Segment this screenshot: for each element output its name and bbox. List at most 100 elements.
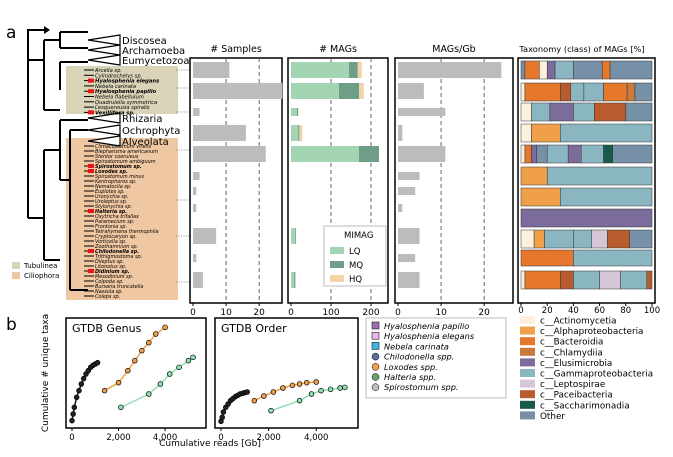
taxonomy-segment [573, 270, 600, 290]
taxonomy-legend-swatch [520, 400, 535, 409]
legend-marker [371, 373, 380, 381]
legend-marker [371, 342, 380, 350]
mags-bar-hq [357, 62, 362, 78]
data-point [289, 382, 296, 389]
ciliophora-shade [66, 138, 178, 300]
x-tick-label: 2,000 [256, 433, 280, 443]
data-point [115, 379, 122, 386]
taxonomy-segment [520, 82, 526, 102]
taxonomy-segment [591, 229, 608, 249]
data-point [139, 347, 145, 354]
magsgb-bar [398, 62, 502, 78]
taxonomy-segment [549, 102, 574, 122]
taxonomy-segment [594, 102, 627, 122]
x-tick-label: 40 [568, 306, 579, 316]
taxon-label: Oxytricha trifallax [95, 214, 139, 220]
root-arrow [27, 29, 48, 62]
data-point [132, 357, 138, 364]
data-point [185, 357, 192, 364]
legend-swatch [330, 261, 344, 268]
taxon-label: Stylonychia sp. [95, 204, 132, 210]
taxonomy-legend-label: c__Actinomycetia [540, 317, 617, 327]
data-point [176, 364, 182, 371]
mags-bar-lq [291, 146, 359, 162]
taxon-label: Chilodonella sp. [95, 249, 139, 255]
data-point [219, 414, 225, 421]
data-point [251, 397, 258, 404]
taxon-label: Euplotes sp. [95, 189, 125, 195]
taxonomy-segment [603, 82, 628, 102]
taxonomy-segment [524, 60, 540, 80]
data-point [318, 387, 324, 394]
highlight-marker [88, 110, 94, 115]
collapsed-clade-rhizaria [87, 112, 121, 124]
taxon-label: Nematoclia sp. [95, 184, 132, 190]
collapsed-clade-archamoeba [87, 44, 121, 56]
taxonomy-segment [646, 270, 653, 290]
mags-bar-mq [359, 146, 379, 162]
data-point [162, 324, 168, 331]
taxon-label: Tetrahymena thermophila [95, 229, 158, 235]
highlight-marker [88, 209, 94, 213]
samples-bar [193, 204, 197, 212]
taxonomy-legend-swatch [520, 316, 535, 324]
mags-bar-mq [349, 62, 358, 78]
legend-label: Halteria spp. [384, 372, 436, 382]
samples-bar [193, 108, 200, 116]
taxon-label: Dileptus sp. [95, 259, 124, 265]
taxonomy-legend-label: c__Gammaproteobacteria [540, 370, 653, 380]
taxonomy-segment [573, 102, 595, 122]
data-point [80, 375, 87, 382]
taxonomy-segment [524, 270, 561, 290]
taxon-label: Paramecium sp. [95, 219, 134, 225]
x-tick-label: 100 [322, 308, 339, 318]
taxon-label: Kentrophoros sp. [95, 179, 137, 185]
taxonomy-segment [533, 229, 545, 249]
taxonomy-segment [634, 82, 653, 102]
samples-bar [193, 172, 200, 180]
taxon-label: Colpoda sp. [95, 279, 124, 285]
x-tick-label: 20 [542, 306, 553, 316]
taxonomy-panel: Taxonomy (class) of MAGs [%] 0 20 40 60 80 100 [517, 44, 660, 316]
tree-legend-swatch [12, 262, 20, 269]
taxon-label: Lesquereusia spiralis [95, 105, 150, 111]
taxonomy-segment [599, 270, 621, 290]
data-point [342, 384, 348, 391]
samples-bar [193, 272, 203, 288]
mags-bar-lq [291, 125, 299, 141]
taxonomy-legend-label: Other [540, 412, 565, 422]
mags-bar-lq [291, 272, 295, 288]
mags-bar-mq [294, 272, 296, 288]
taxonomy-segment [539, 60, 548, 80]
data-point [268, 407, 274, 414]
taxonomy-segment [560, 123, 653, 143]
tree-legend-label: Ciliophora [24, 272, 59, 280]
legend-marker [371, 383, 380, 391]
taxonomy-segment [546, 144, 569, 164]
samples-bar [193, 228, 217, 244]
taxon-label: Cryptocaryon sp. [95, 234, 137, 240]
taxonomy-segment [520, 123, 532, 143]
clade-label-discosea: Discosea [122, 36, 167, 47]
x-tick-label: 10 [220, 308, 232, 318]
taxon-label: Vexillifera sp. [95, 110, 135, 116]
legend-label: LQ [349, 247, 361, 257]
taxonomy-legend-swatch [520, 411, 535, 420]
mags-bar-mq [297, 108, 299, 116]
taxonomy-segment [520, 208, 653, 228]
taxonomy-legend-label: c__Alphaproteobacteria [540, 327, 643, 337]
data-point [270, 389, 277, 395]
magsgb-bar [398, 228, 420, 244]
data-point [157, 381, 164, 387]
data-point [94, 359, 101, 366]
panel-title: Taxonomy (class) of MAGs [%] [518, 44, 644, 54]
samples-bar [193, 146, 266, 162]
panel-label-b: b [6, 315, 17, 335]
x-tick-label: 100 [644, 306, 660, 316]
magsgb-bar [398, 125, 403, 141]
x-tick-label: 4,000 [304, 433, 328, 443]
taxon-label: Mesodinium sp. [95, 274, 133, 280]
mags-panel: # MAGs 0 100 200 MIMAG LQ MQ HQ [287, 44, 389, 318]
